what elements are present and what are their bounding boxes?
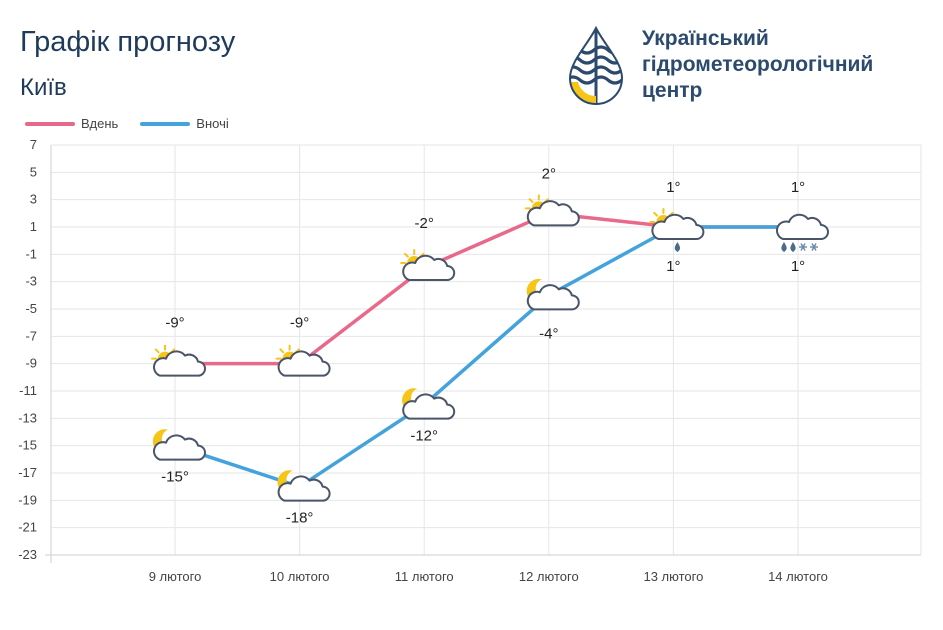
- legend-item-night[interactable]: Вночі: [140, 116, 229, 131]
- day-data-label: 1°: [666, 179, 680, 196]
- moon-cloud-icon: [277, 470, 331, 502]
- day-series-line: [175, 211, 798, 366]
- cloud-shape: [277, 350, 331, 377]
- y-tick-label: -3: [25, 274, 37, 289]
- sun-ray: [653, 211, 659, 217]
- moon-cloud-icon: [152, 429, 206, 461]
- drop-waves-sun-logo: [568, 26, 624, 106]
- cloud-shape: [277, 475, 331, 502]
- cloud-shape: [651, 213, 705, 240]
- y-tick-label: 1: [30, 219, 37, 234]
- night-data-label: -18°: [286, 510, 314, 527]
- night-data-label: -15°: [161, 469, 189, 486]
- y-tick-label: -23: [18, 547, 37, 562]
- x-tick-label: 10 лютого: [270, 569, 330, 584]
- sun-ray: [154, 348, 160, 354]
- sun-cloud-rain-icon: [649, 208, 705, 252]
- day-data-label: 2°: [542, 165, 556, 182]
- cloud-shape: [402, 393, 456, 420]
- y-tick-label: -17: [18, 465, 37, 480]
- legend-label-night: Вночі: [196, 116, 229, 131]
- sun-ray: [404, 252, 409, 258]
- x-tick-label: 14 лютого: [768, 569, 828, 584]
- snow-flake-arm: [800, 243, 806, 251]
- sun-cloud-icon: [524, 194, 580, 227]
- x-tick-label: 12 лютого: [519, 569, 579, 584]
- x-tick-label: 9 лютого: [149, 569, 202, 584]
- chart-legend: Вдень Вночі: [25, 116, 251, 131]
- x-tick-label: 11 лютого: [395, 569, 454, 584]
- rain-drop: [781, 242, 787, 252]
- page-title: Графік прогнозу: [20, 26, 236, 58]
- day-data-label: -9°: [290, 315, 309, 332]
- legend-swatch-day: [25, 121, 75, 126]
- moon-cloud-icon: [526, 278, 580, 311]
- y-tick-label: 7: [30, 137, 37, 152]
- night-data-label: 1°: [791, 258, 805, 275]
- night-data-label: -4°: [539, 325, 558, 342]
- organization-name: Український гідрометеорологічний центр: [642, 26, 873, 104]
- sun-cloud-icon: [275, 344, 331, 377]
- org-name-line-1: Український: [642, 27, 769, 50]
- day-data-label: -9°: [165, 315, 184, 332]
- org-name-line-2: гідрометеорологічний: [642, 53, 874, 76]
- day-data-label: 1°: [791, 179, 805, 196]
- rain-drop: [790, 242, 796, 252]
- snow-flake-arm: [811, 243, 817, 251]
- y-tick-label: -9: [25, 356, 37, 371]
- night-data-label: 1°: [666, 258, 680, 275]
- org-name-line-3: центр: [642, 79, 703, 102]
- y-tick-label: -5: [25, 301, 37, 316]
- cloud-shape: [526, 284, 580, 311]
- y-tick-label: 5: [30, 164, 37, 179]
- cloud-shape: [153, 434, 206, 461]
- sun-cloud-icon: [151, 344, 206, 377]
- legend-item-day[interactable]: Вдень: [25, 116, 118, 131]
- legend-label-day: Вдень: [81, 116, 119, 131]
- sun-cloud-icon: [400, 249, 456, 281]
- night-data-label: -12°: [410, 428, 438, 445]
- y-tick-label: -19: [18, 492, 37, 507]
- day-data-label: -2°: [415, 215, 434, 232]
- rain-drop: [674, 242, 681, 252]
- y-tick-label: -21: [18, 520, 37, 535]
- night-series-line: [174, 225, 798, 489]
- sun-ray: [279, 348, 285, 354]
- cloud-rain-snow-icon: [776, 213, 829, 252]
- cloud-shape: [402, 254, 456, 281]
- city-name: Київ: [20, 74, 67, 101]
- cloud-shape: [153, 350, 206, 377]
- cloud-shape: [526, 200, 580, 227]
- legend-swatch-night: [140, 121, 191, 126]
- cloud-shape: [776, 213, 829, 240]
- y-tick-label: 3: [30, 192, 37, 207]
- y-tick-label: -7: [25, 328, 37, 343]
- sun-ray: [528, 198, 534, 203]
- y-tick-label: -11: [19, 383, 37, 398]
- moon-cloud-icon: [402, 388, 456, 420]
- x-tick-label: 13 лютого: [643, 569, 703, 584]
- y-tick-label: -15: [18, 438, 37, 453]
- y-tick-label: -1: [25, 246, 37, 261]
- y-tick-label: -13: [18, 410, 37, 425]
